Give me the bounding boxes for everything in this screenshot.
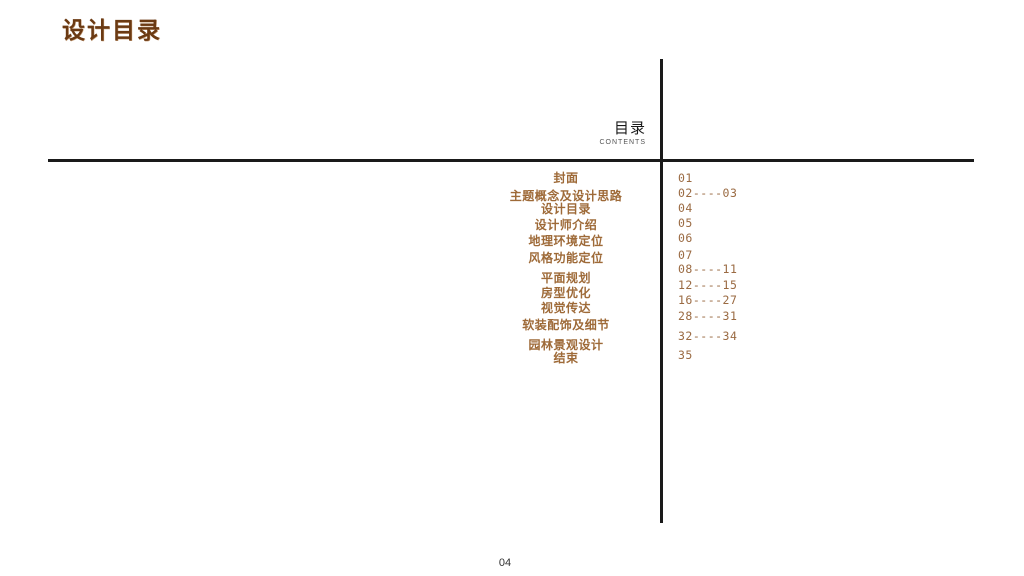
- slide-page-number: 04: [498, 557, 512, 569]
- vertical-divider: [660, 59, 663, 523]
- toc-item-pages: 02----03: [678, 186, 738, 200]
- toc-header: 目录 CONTENTS: [600, 121, 647, 147]
- slide-title: 设计目录: [62, 17, 162, 43]
- toc-item-pages: 06: [678, 231, 693, 245]
- toc-item-label: 结束: [553, 351, 579, 365]
- toc-item-label: 封面: [553, 171, 579, 185]
- toc-header-zh: 目录: [613, 120, 646, 137]
- toc-item-label: 设计师介绍: [534, 218, 598, 232]
- toc-item-label: 平面规划: [540, 271, 591, 285]
- toc-item-label: 设计目录: [540, 202, 591, 216]
- toc-item-label: 园林景观设计: [528, 338, 604, 352]
- toc-item-label: 软装配饰及细节: [522, 318, 610, 332]
- toc-item-pages: 28----31: [678, 309, 738, 323]
- toc-item-label: 主题概念及设计思路: [509, 189, 623, 203]
- toc-item-pages: 07: [678, 248, 693, 262]
- toc-item-label: 房型优化: [540, 286, 591, 300]
- toc-item-label: 地理环境定位: [528, 234, 604, 248]
- horizontal-divider: [48, 159, 974, 162]
- toc-item-pages: 05: [678, 216, 693, 230]
- toc-item-pages: 35: [678, 348, 693, 362]
- toc-item-pages: 08----11: [678, 262, 738, 276]
- toc-item-label: 视觉传达: [540, 301, 591, 315]
- toc-page-column: 01 02----03 04 05 06 07 08----11 12----1…: [678, 171, 798, 362]
- toc-label-column: 封面 主题概念及设计思路 设计目录 设计师介绍 地理环境定位 风格功能定位 平面…: [430, 172, 702, 365]
- toc-header-en: CONTENTS: [599, 139, 646, 146]
- toc-item-pages: 16----27: [678, 293, 738, 307]
- toc-item-pages: 04: [678, 201, 693, 215]
- toc-item-pages: 01: [678, 171, 693, 185]
- toc-item-pages: 12----15: [678, 278, 738, 292]
- toc-item-label: 风格功能定位: [528, 251, 604, 265]
- toc-item-pages: 32----34: [678, 329, 738, 343]
